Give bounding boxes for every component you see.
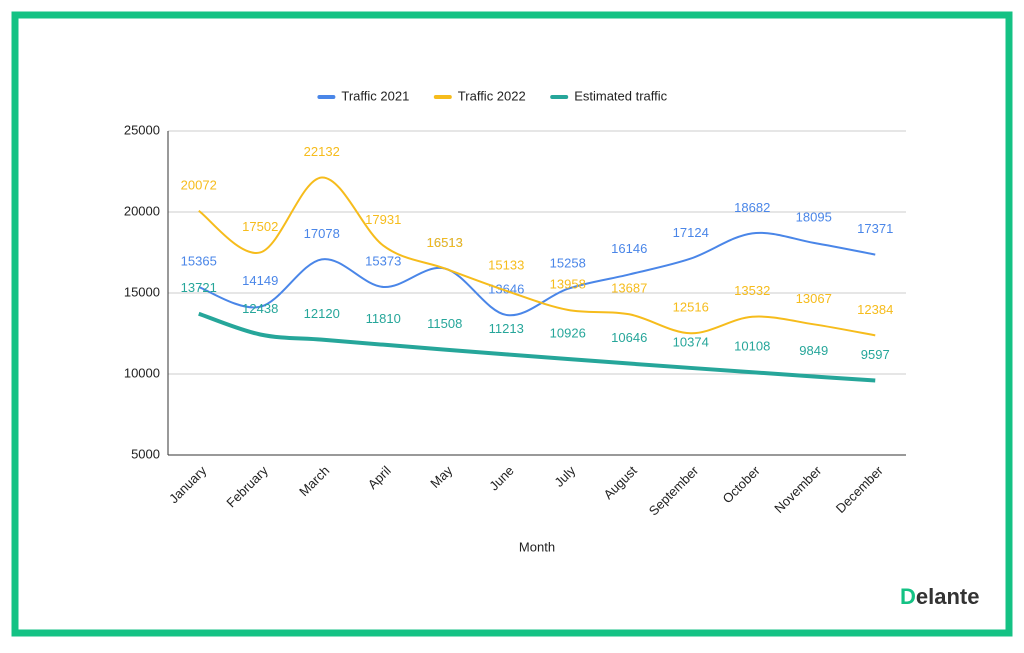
y-tick-label: 20000 — [124, 203, 160, 218]
data-label: 11810 — [366, 311, 401, 326]
data-label: 13687 — [611, 281, 647, 296]
frame — [11, 11, 1013, 637]
data-label: 18095 — [796, 209, 832, 224]
series-line — [198, 176, 876, 337]
data-label: 11213 — [489, 321, 524, 336]
series-line — [198, 231, 876, 317]
data-label: 12516 — [673, 300, 709, 315]
legend-label: Traffic 2021 — [341, 88, 409, 103]
data-label: 14149 — [242, 273, 278, 288]
data-label: 13646 — [488, 281, 524, 296]
data-label: 13958 — [550, 276, 586, 291]
data-label: 13067 — [796, 291, 832, 306]
data-label: 10926 — [550, 325, 586, 340]
logo: Delante — [900, 584, 979, 609]
data-label: 15258 — [550, 255, 586, 270]
y-tick-label: 10000 — [124, 365, 160, 380]
data-label: 17931 — [365, 212, 401, 227]
data-label: 10646 — [611, 330, 647, 345]
data-label: 17124 — [673, 225, 709, 240]
data-label: 10108 — [734, 339, 770, 354]
data-label: 16513 — [427, 235, 463, 250]
x-axis-title: Month — [519, 539, 555, 554]
data-label: 12438 — [242, 301, 278, 316]
data-label: 10374 — [673, 334, 709, 349]
data-label: 20072 — [181, 177, 217, 192]
data-label: 13532 — [734, 283, 770, 298]
data-label: 17371 — [857, 221, 893, 236]
data-label: 18682 — [734, 200, 770, 215]
y-tick-label: 25000 — [124, 122, 160, 137]
data-label: 16513 — [427, 235, 463, 250]
data-label: 15373 — [365, 253, 401, 268]
data-label: 13721 — [181, 280, 217, 295]
data-label: 11508 — [427, 316, 462, 331]
data-label: 9597 — [861, 347, 890, 362]
data-label: 9849 — [799, 343, 828, 358]
data-label: 22132 — [304, 144, 340, 159]
data-label: 16146 — [611, 241, 647, 256]
y-tick-label: 15000 — [124, 284, 160, 299]
data-label: 12120 — [304, 306, 340, 321]
legend-label: Estimated traffic — [574, 88, 667, 103]
data-label: 17078 — [304, 226, 340, 241]
data-label: 17502 — [242, 219, 278, 234]
data-label: 15365 — [181, 254, 217, 269]
y-tick-label: 5000 — [131, 446, 160, 461]
data-label: 15133 — [488, 257, 524, 272]
series-line — [198, 311, 876, 383]
legend-label: Traffic 2022 — [458, 88, 526, 103]
data-label: 12384 — [857, 302, 893, 317]
